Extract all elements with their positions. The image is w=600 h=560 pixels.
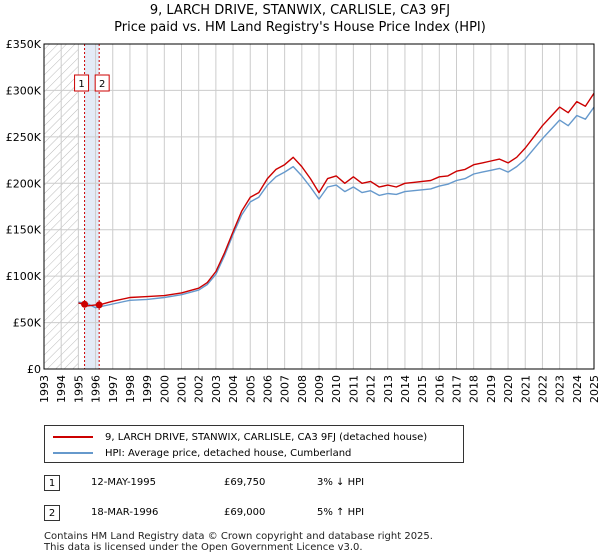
x-tick-label: 2024 bbox=[571, 375, 584, 403]
legend-hpi-label: HPI: Average price, detached house, Cumb… bbox=[105, 447, 352, 459]
x-tick-label: 2013 bbox=[382, 375, 395, 403]
hpi-line bbox=[78, 106, 595, 309]
legend-item-hpi: HPI: Average price, detached house, Cumb… bbox=[53, 445, 351, 461]
legend-hpi-swatch bbox=[53, 452, 93, 454]
sale-row-1: 1 12-MAY-1995 £69,750 3% ↓ HPI bbox=[44, 475, 564, 493]
x-tick-label: 2003 bbox=[210, 375, 223, 403]
x-tick-label: 2010 bbox=[330, 375, 343, 403]
x-tick-label: 2012 bbox=[365, 375, 378, 403]
x-tick-label: 2008 bbox=[296, 375, 309, 403]
sale-badge-1: 1 bbox=[44, 475, 60, 491]
x-tick-label: 2017 bbox=[451, 375, 464, 403]
y-tick-label: £50K bbox=[13, 317, 42, 330]
footer: Contains HM Land Registry data © Crown c… bbox=[44, 531, 433, 553]
legend-price-swatch bbox=[53, 436, 93, 438]
x-tick-label: 1997 bbox=[107, 375, 120, 403]
sale-marker-label: 1 bbox=[78, 79, 84, 90]
plot-frame bbox=[43, 43, 595, 370]
y-tick-label: £150K bbox=[6, 224, 42, 237]
x-tick-label: 2005 bbox=[244, 375, 257, 403]
x-tick-label: 1994 bbox=[55, 375, 68, 403]
chart-title: 9, LARCH DRIVE, STANWIX, CARLISLE, CA3 9… bbox=[0, 2, 600, 36]
chart-title-line1: 9, LARCH DRIVE, STANWIX, CARLISLE, CA3 9… bbox=[149, 3, 451, 18]
x-tick-label: 1998 bbox=[124, 375, 137, 403]
legend-price-label: 9, LARCH DRIVE, STANWIX, CARLISLE, CA3 9… bbox=[105, 431, 428, 443]
sale-marker-box bbox=[74, 74, 90, 92]
x-tick-label: 2015 bbox=[416, 375, 429, 403]
chart-legend: 9, LARCH DRIVE, STANWIX, CARLISLE, CA3 9… bbox=[44, 425, 464, 463]
x-tick-label: 2007 bbox=[279, 375, 292, 403]
y-tick-label: £300K bbox=[6, 84, 42, 97]
sale-row-2: 2 18-MAR-1996 £69,000 5% ↑ HPI bbox=[44, 505, 564, 523]
sale-marker-box bbox=[94, 74, 110, 92]
x-tick-label: 2021 bbox=[519, 375, 532, 403]
footer-licence: This data is licensed under the Open Gov… bbox=[44, 542, 363, 553]
x-tick-label: 2000 bbox=[158, 375, 171, 403]
legend-item-price: 9, LARCH DRIVE, STANWIX, CARLISLE, CA3 9… bbox=[53, 429, 427, 445]
sale-hpi-2: 5% ↑ HPI bbox=[317, 507, 365, 518]
x-tick-label: 1999 bbox=[141, 375, 154, 403]
sale-point bbox=[95, 301, 103, 309]
x-tick-label: 2002 bbox=[193, 375, 206, 403]
y-tick-label: £100K bbox=[6, 270, 42, 283]
x-tick-label: 2006 bbox=[261, 375, 274, 403]
sale-point bbox=[81, 300, 89, 308]
sale-price-2: £69,000 bbox=[224, 507, 266, 518]
x-tick-label: 2018 bbox=[468, 375, 481, 403]
sale-price-1: £69,750 bbox=[224, 477, 266, 488]
x-tick-label: 2011 bbox=[347, 375, 360, 403]
sale-date-1: 12-MAY-1995 bbox=[91, 477, 157, 488]
sale-marker-label: 2 bbox=[99, 79, 105, 90]
x-tick-label: 2009 bbox=[313, 375, 326, 403]
x-tick-label: 2020 bbox=[502, 375, 515, 403]
y-tick-label: £350K bbox=[6, 38, 42, 51]
x-tick-label: 1996 bbox=[90, 375, 103, 403]
chart-title-line2: Price paid vs. HM Land Registry's House … bbox=[114, 20, 486, 35]
x-tick-label: 2025 bbox=[588, 375, 600, 403]
sale-hpi-1: 3% ↓ HPI bbox=[317, 477, 365, 488]
price-paid-line bbox=[78, 92, 595, 307]
x-tick-label: 2019 bbox=[485, 375, 498, 403]
x-tick-label: 2022 bbox=[536, 375, 549, 403]
x-tick-label: 2004 bbox=[227, 375, 240, 403]
x-tick-label: 1995 bbox=[72, 375, 85, 403]
y-tick-label: £0 bbox=[27, 363, 41, 376]
x-tick-label: 2001 bbox=[176, 375, 189, 403]
sale-date-2: 18-MAR-1996 bbox=[91, 507, 159, 518]
x-tick-label: 2023 bbox=[554, 375, 567, 403]
ownership-band bbox=[84, 44, 100, 369]
y-tick-label: £250K bbox=[6, 131, 42, 144]
price-chart: 1 2 1993 1994 1995 1996 1997 1998 1999 2000 2001 2… bbox=[6, 38, 600, 403]
y-tick-label: £200K bbox=[6, 177, 42, 190]
sale-badge-2: 2 bbox=[44, 505, 60, 521]
x-tick-label: 2014 bbox=[399, 375, 412, 403]
footer-copyright: Contains HM Land Registry data © Crown c… bbox=[44, 531, 433, 542]
x-tick-label: 1993 bbox=[38, 375, 51, 403]
x-tick-label: 2016 bbox=[433, 375, 446, 403]
